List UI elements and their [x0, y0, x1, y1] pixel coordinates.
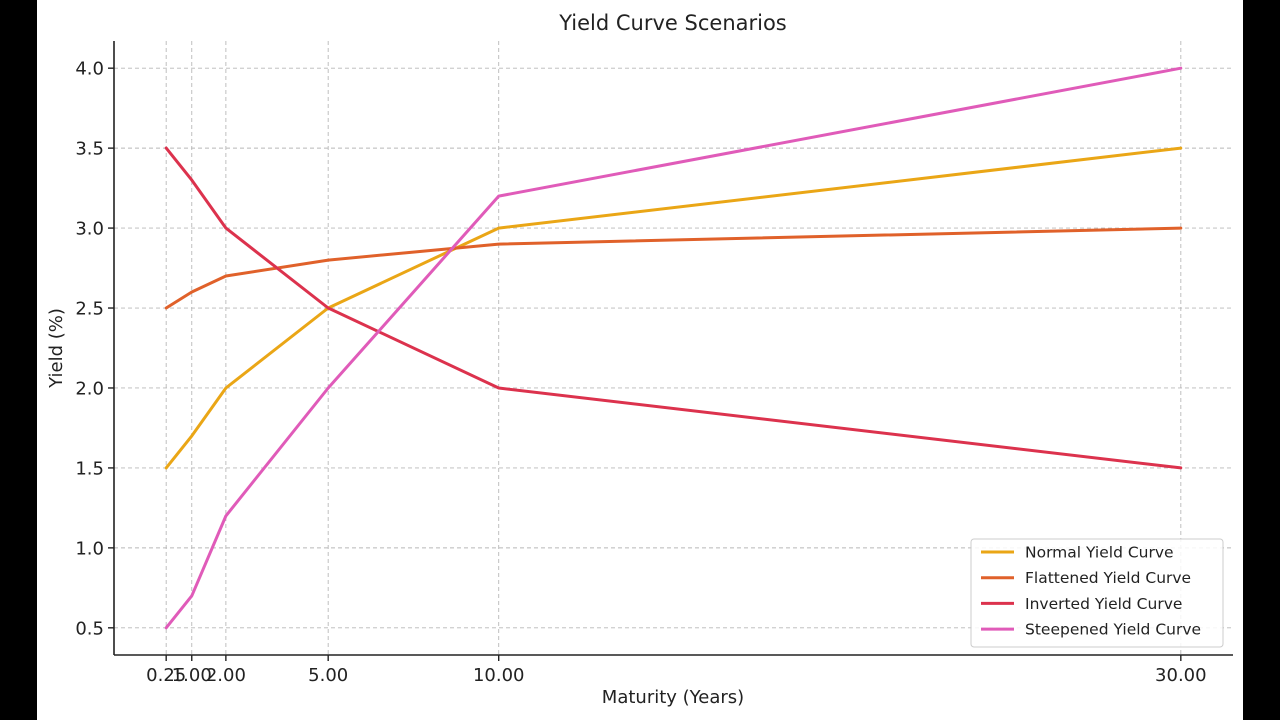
legend-label-inverted-yield-curve: Inverted Yield Curve — [1025, 595, 1182, 613]
y-axis-label: Yield (%) — [46, 308, 67, 389]
x-tick-label: 5.00 — [308, 665, 348, 686]
y-tick-label: 2.0 — [75, 378, 104, 399]
series-line-steepened-yield-curve — [164, 66, 1183, 630]
tick-labels: 0.251.002.00 5.00 10.00 30.00 0.5 1.0 1.5 2.0 2.… — [75, 59, 1206, 686]
x-tick-label: 0.25 — [146, 665, 186, 686]
x-tick-label: 30.00 — [1155, 665, 1207, 686]
x-tick-label: 1.00 — [172, 665, 212, 686]
chart-title: Yield Curve Scenarios — [558, 11, 787, 35]
x-tick-label: 10.00 — [473, 665, 525, 686]
y-tick-label: 3.0 — [75, 219, 104, 240]
axes — [113, 41, 1233, 656]
series-line-flattened-yield-curve — [164, 226, 1183, 310]
y-tick-label: 1.0 — [75, 538, 104, 559]
legend-label-flattened-yield-curve: Flattened Yield Curve — [1025, 569, 1191, 587]
legend-items: Normal Yield Curve Flattened Yield Curve I… — [981, 544, 1201, 639]
legend-label-normal-yield-curve: Normal Yield Curve — [1025, 544, 1174, 562]
chart-canvas: Yield Curve Scenarios 0.25 1.00 2.00 5.00 10… — [37, 0, 1243, 720]
series-line-normal-yield-curve — [164, 146, 1183, 470]
legend-box — [970, 538, 1224, 648]
series-lines — [164, 66, 1183, 630]
x-tick-label: 2.00 — [206, 665, 246, 686]
y-tick-label: 0.5 — [75, 618, 104, 639]
x-axis-label: Maturity (Years) — [602, 687, 744, 708]
y-tick-label: 2.5 — [75, 299, 104, 320]
legend: Normal Yield Curve Flattened Yield Curve I… — [970, 538, 1224, 648]
y-tick-label: 1.5 — [75, 458, 104, 479]
series-line-inverted-yield-curve — [164, 146, 1183, 470]
yield-curve-chart: Yield Curve Scenarios 0.251.002.00 5.00 10… — [46, 11, 1233, 708]
y-tick-label: 4.0 — [75, 59, 104, 80]
y-tick-label: 3.5 — [75, 139, 104, 160]
legend-label-steepened-yield-curve: Steepened Yield Curve — [1025, 621, 1201, 639]
